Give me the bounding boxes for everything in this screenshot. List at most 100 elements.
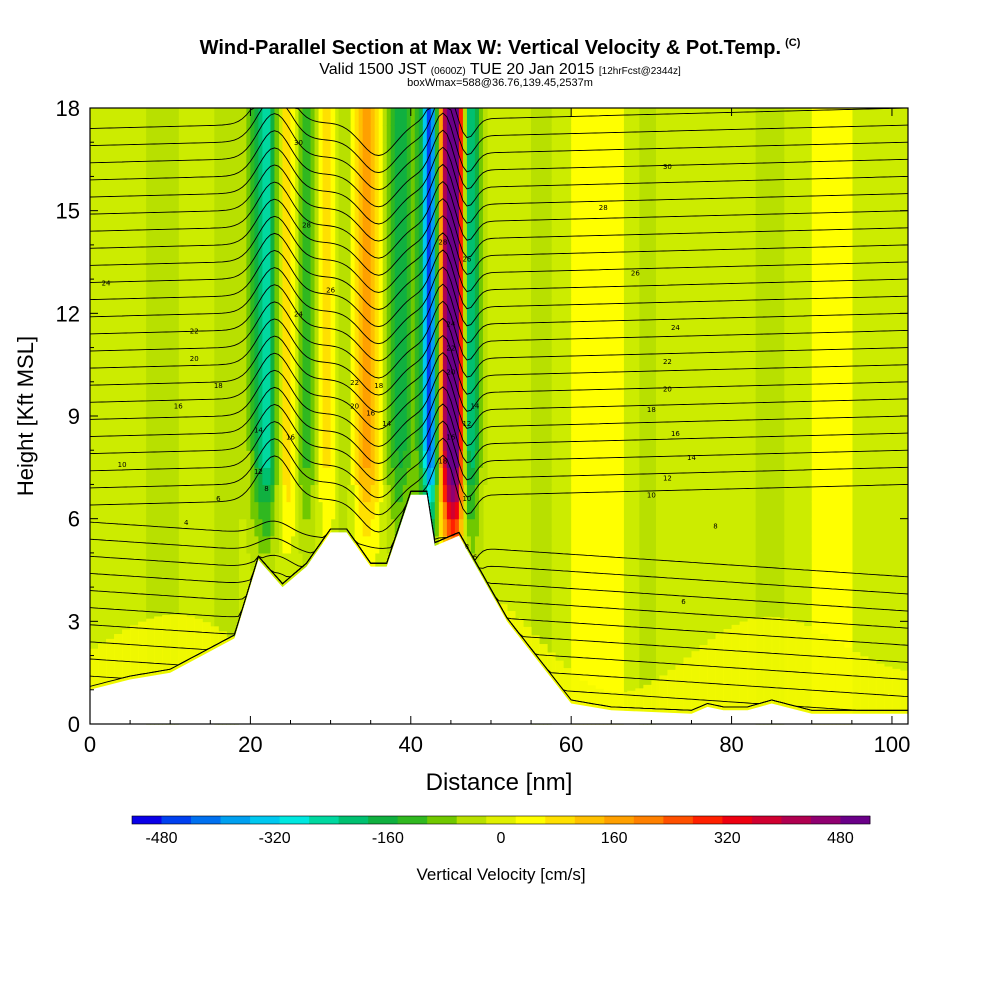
velocity-cell (434, 159, 440, 178)
velocity-cell (338, 142, 344, 160)
velocity-cell (274, 296, 280, 314)
velocity-cell (651, 484, 656, 503)
velocity-cell (595, 416, 600, 434)
velocity-cell (639, 518, 644, 537)
subtitle-valid: Valid 1500 JST (319, 61, 427, 78)
velocity-cell (571, 621, 576, 640)
velocity-cell (755, 501, 761, 520)
velocity-cell (763, 433, 769, 451)
velocity-cell (531, 381, 536, 400)
velocity-cell (611, 296, 616, 314)
velocity-cell (458, 159, 464, 178)
velocity-cell (831, 604, 837, 622)
velocity-cell (286, 501, 292, 520)
velocity-cell (615, 552, 620, 571)
velocity-cell (346, 398, 352, 417)
velocity-cell (531, 621, 536, 640)
velocity-cell (478, 398, 484, 417)
velocity-cell (298, 467, 304, 486)
velocity-cell (583, 364, 588, 383)
velocity-cell (835, 416, 841, 434)
velocity-cell (318, 450, 324, 468)
velocity-cell (226, 330, 231, 349)
velocity-cell (382, 381, 388, 400)
velocity-cell (310, 381, 316, 400)
velocity-cell (571, 604, 576, 622)
velocity-cell (462, 210, 468, 229)
velocity-cell (587, 364, 592, 383)
velocity-cell (390, 279, 396, 297)
velocity-cell (607, 467, 612, 486)
velocity-cell (346, 296, 352, 314)
velocity-cell (330, 296, 336, 314)
velocity-cell (839, 347, 845, 366)
velocity-cell (847, 227, 853, 246)
velocity-cell (759, 125, 765, 143)
velocity-cell (346, 176, 352, 195)
velocity-cell (454, 501, 460, 520)
velocity-cell (234, 244, 239, 263)
velocity-cell (222, 176, 227, 195)
velocity-cell (170, 108, 175, 126)
velocity-cell (583, 296, 588, 314)
vertical-velocity-field (146, 108, 853, 725)
velocity-cell (402, 313, 408, 332)
velocity-cell (326, 244, 332, 263)
velocity-cell (839, 450, 845, 468)
velocity-cell (442, 398, 448, 417)
velocity-cell (847, 176, 853, 195)
velocity-cell (839, 467, 845, 486)
velocity-cell (326, 416, 332, 434)
velocity-cell (591, 552, 596, 571)
velocity-cell (146, 262, 151, 280)
velocity-cell (531, 450, 536, 468)
velocity-cell (174, 330, 179, 349)
velocity-cell (575, 587, 580, 605)
velocity-cell (318, 193, 324, 212)
velocity-cell (591, 227, 596, 246)
velocity-cell (583, 621, 588, 640)
velocity-cell (338, 416, 344, 434)
velocity-cell (478, 416, 484, 434)
velocity-cell (238, 176, 243, 195)
low-level-cell (699, 645, 709, 724)
velocity-cell (270, 313, 276, 332)
velocity-cell (410, 484, 416, 503)
velocity-cell (358, 279, 364, 297)
velocity-cell (214, 142, 219, 160)
velocity-cell (250, 364, 256, 383)
velocity-cell (539, 570, 544, 588)
velocity-cell (338, 398, 344, 417)
velocity-cell (358, 484, 364, 503)
velocity-cell (835, 535, 841, 554)
velocity-cell (482, 313, 488, 332)
velocity-cell (591, 416, 596, 434)
velocity-cell (482, 330, 488, 349)
velocity-cell (378, 364, 384, 383)
velocity-cell (603, 176, 608, 195)
velocity-cell (591, 176, 596, 195)
velocity-cell (583, 142, 588, 160)
velocity-cell (591, 535, 596, 554)
velocity-cell (823, 227, 829, 246)
velocity-cell (442, 313, 448, 332)
velocity-cell (234, 108, 239, 126)
velocity-cell (370, 535, 376, 554)
velocity-cell (775, 244, 781, 263)
velocity-cell (575, 296, 580, 314)
velocity-cell (214, 587, 219, 605)
low-level-cell (739, 621, 749, 724)
velocity-cell (547, 621, 552, 640)
velocity-cell (474, 484, 480, 503)
velocity-cell (458, 467, 464, 486)
velocity-cell (238, 262, 243, 280)
velocity-cell (250, 142, 256, 160)
velocity-cell (591, 655, 596, 674)
velocity-cell (466, 381, 472, 400)
velocity-cell (238, 279, 243, 297)
velocity-cell (174, 159, 179, 178)
velocity-cell (831, 176, 837, 195)
velocity-cell (422, 467, 428, 486)
velocity-cell (759, 176, 765, 195)
velocity-cell (611, 518, 616, 537)
